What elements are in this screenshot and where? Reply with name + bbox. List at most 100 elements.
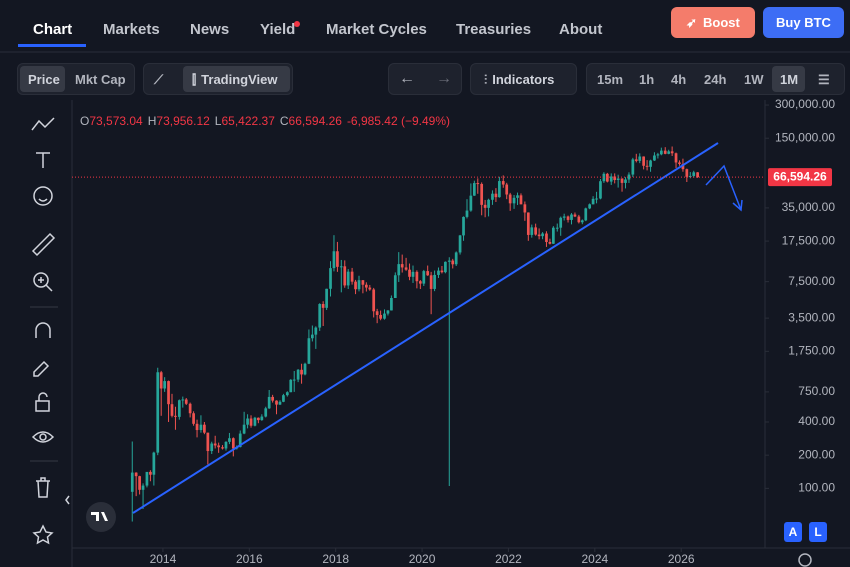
candle-body [437,270,440,275]
candle-body [667,151,671,154]
candle-body [343,266,347,286]
candle-body [670,151,674,154]
candle-body [321,304,325,308]
text-tool[interactable] [36,152,50,168]
candle-body [429,275,433,289]
candle-body [188,403,192,414]
simple-chart-icon[interactable]: ⟋ [154,72,164,87]
candle-body [566,216,570,220]
candle-body [159,372,163,389]
nav-tab[interactable]: About [559,21,603,38]
buy-button[interactable]: Buy BTC [763,7,844,38]
ruler-tool[interactable] [31,232,56,257]
candle-body [404,267,408,270]
ohlc-change: -6,985.42 (−9.49%) [346,114,451,128]
auto-scale[interactable]: A [784,522,802,542]
lock-tool[interactable] [35,400,50,412]
nav-tab[interactable]: Markets [103,21,160,38]
candle-body [210,443,214,452]
collapse-toggle[interactable] [65,495,70,505]
candle-body [584,208,588,221]
rocket-icon: ➶ [686,14,698,30]
indicators[interactable]: ⫶ Indicators [484,72,554,88]
nav-tab[interactable]: News [190,21,230,38]
candle-body [238,433,242,448]
candle-body [199,424,203,431]
zoom-tool[interactable] [33,272,49,288]
candle-body [260,416,264,421]
candle-body [221,447,224,449]
trend-line [132,142,719,514]
timeframe[interactable]: 1h [639,72,655,87]
candle-body [534,227,538,235]
candle-body [653,155,656,161]
tradingview-toggle[interactable]: ⫿ TradingView [192,72,278,88]
candle-body [149,471,152,475]
tradingview-logo-mark [91,512,108,521]
candle-body [275,400,278,405]
candle-body [346,271,350,286]
timeframe[interactable]: 1W [744,72,764,87]
candle-body [599,181,602,199]
log-scale[interactable]: L [809,522,827,542]
timeframe[interactable]: 4h [671,72,687,87]
favorites-tool[interactable] [32,524,54,545]
active-tab-underline [18,44,86,47]
candle-body [595,198,598,200]
candle-body [523,204,527,213]
candle-body [379,314,382,319]
notification-dot [294,21,300,27]
timeframe[interactable]: 15m [597,72,624,87]
candle-icon: ⫿ [192,72,197,87]
price-mode[interactable]: Price [28,72,60,87]
ohlc-key: O [80,114,90,128]
nav-tab[interactable]: Chart [33,21,73,38]
indicators-button[interactable] [470,63,577,95]
candle-body [444,261,447,273]
timeframe[interactable]: 24h [704,72,727,87]
candle-body [285,392,289,396]
boost-label: Boost [703,15,740,30]
candle-body [663,150,667,154]
candle-body [386,310,390,314]
candle-body [213,443,217,446]
candle-body [674,153,678,163]
hide-tool[interactable] [31,431,55,443]
candle-body [390,298,393,311]
candle-body [609,176,613,182]
candle-body [145,471,149,486]
candle-body [271,396,274,401]
candle-body [397,264,401,276]
nav-tab[interactable]: Market Cycles [326,21,427,38]
candle-body [231,438,235,449]
candle-body [440,270,444,273]
tradingview-logo[interactable] [86,502,116,532]
emoji-tool[interactable] [33,186,53,206]
magnet-tool[interactable] [35,322,51,338]
candle-body [692,172,696,176]
candle-body [156,372,160,453]
candle-body [537,234,541,237]
candle-body [627,174,631,180]
timeframe[interactable]: 1M [780,72,799,87]
redo-button[interactable]: → [436,70,452,87]
candle-body [278,401,282,405]
nav-tab[interactable]: Treasuries [456,21,532,38]
candle-body [659,150,663,155]
candle-body [616,178,620,181]
undo-button[interactable]: ← [399,70,415,87]
candle-body [253,417,257,426]
boost-button[interactable]: ➶ Boost [671,7,755,38]
trash-tool[interactable] [36,477,50,498]
y-tick-label: 35,000.00 [782,200,836,214]
trend-tool[interactable] [31,117,55,131]
draw-lock-tool[interactable] [33,360,50,377]
settings-gear[interactable] [798,553,812,567]
x-tick-label: 2014 [150,552,177,566]
nav-tab[interactable]: Yield [260,21,296,38]
mktcap-mode[interactable]: Mkt Cap [75,72,126,87]
candle-body [620,178,624,183]
chart-settings[interactable]: ☰ [818,72,830,87]
candle-body [638,156,642,161]
candle-body [307,338,311,364]
